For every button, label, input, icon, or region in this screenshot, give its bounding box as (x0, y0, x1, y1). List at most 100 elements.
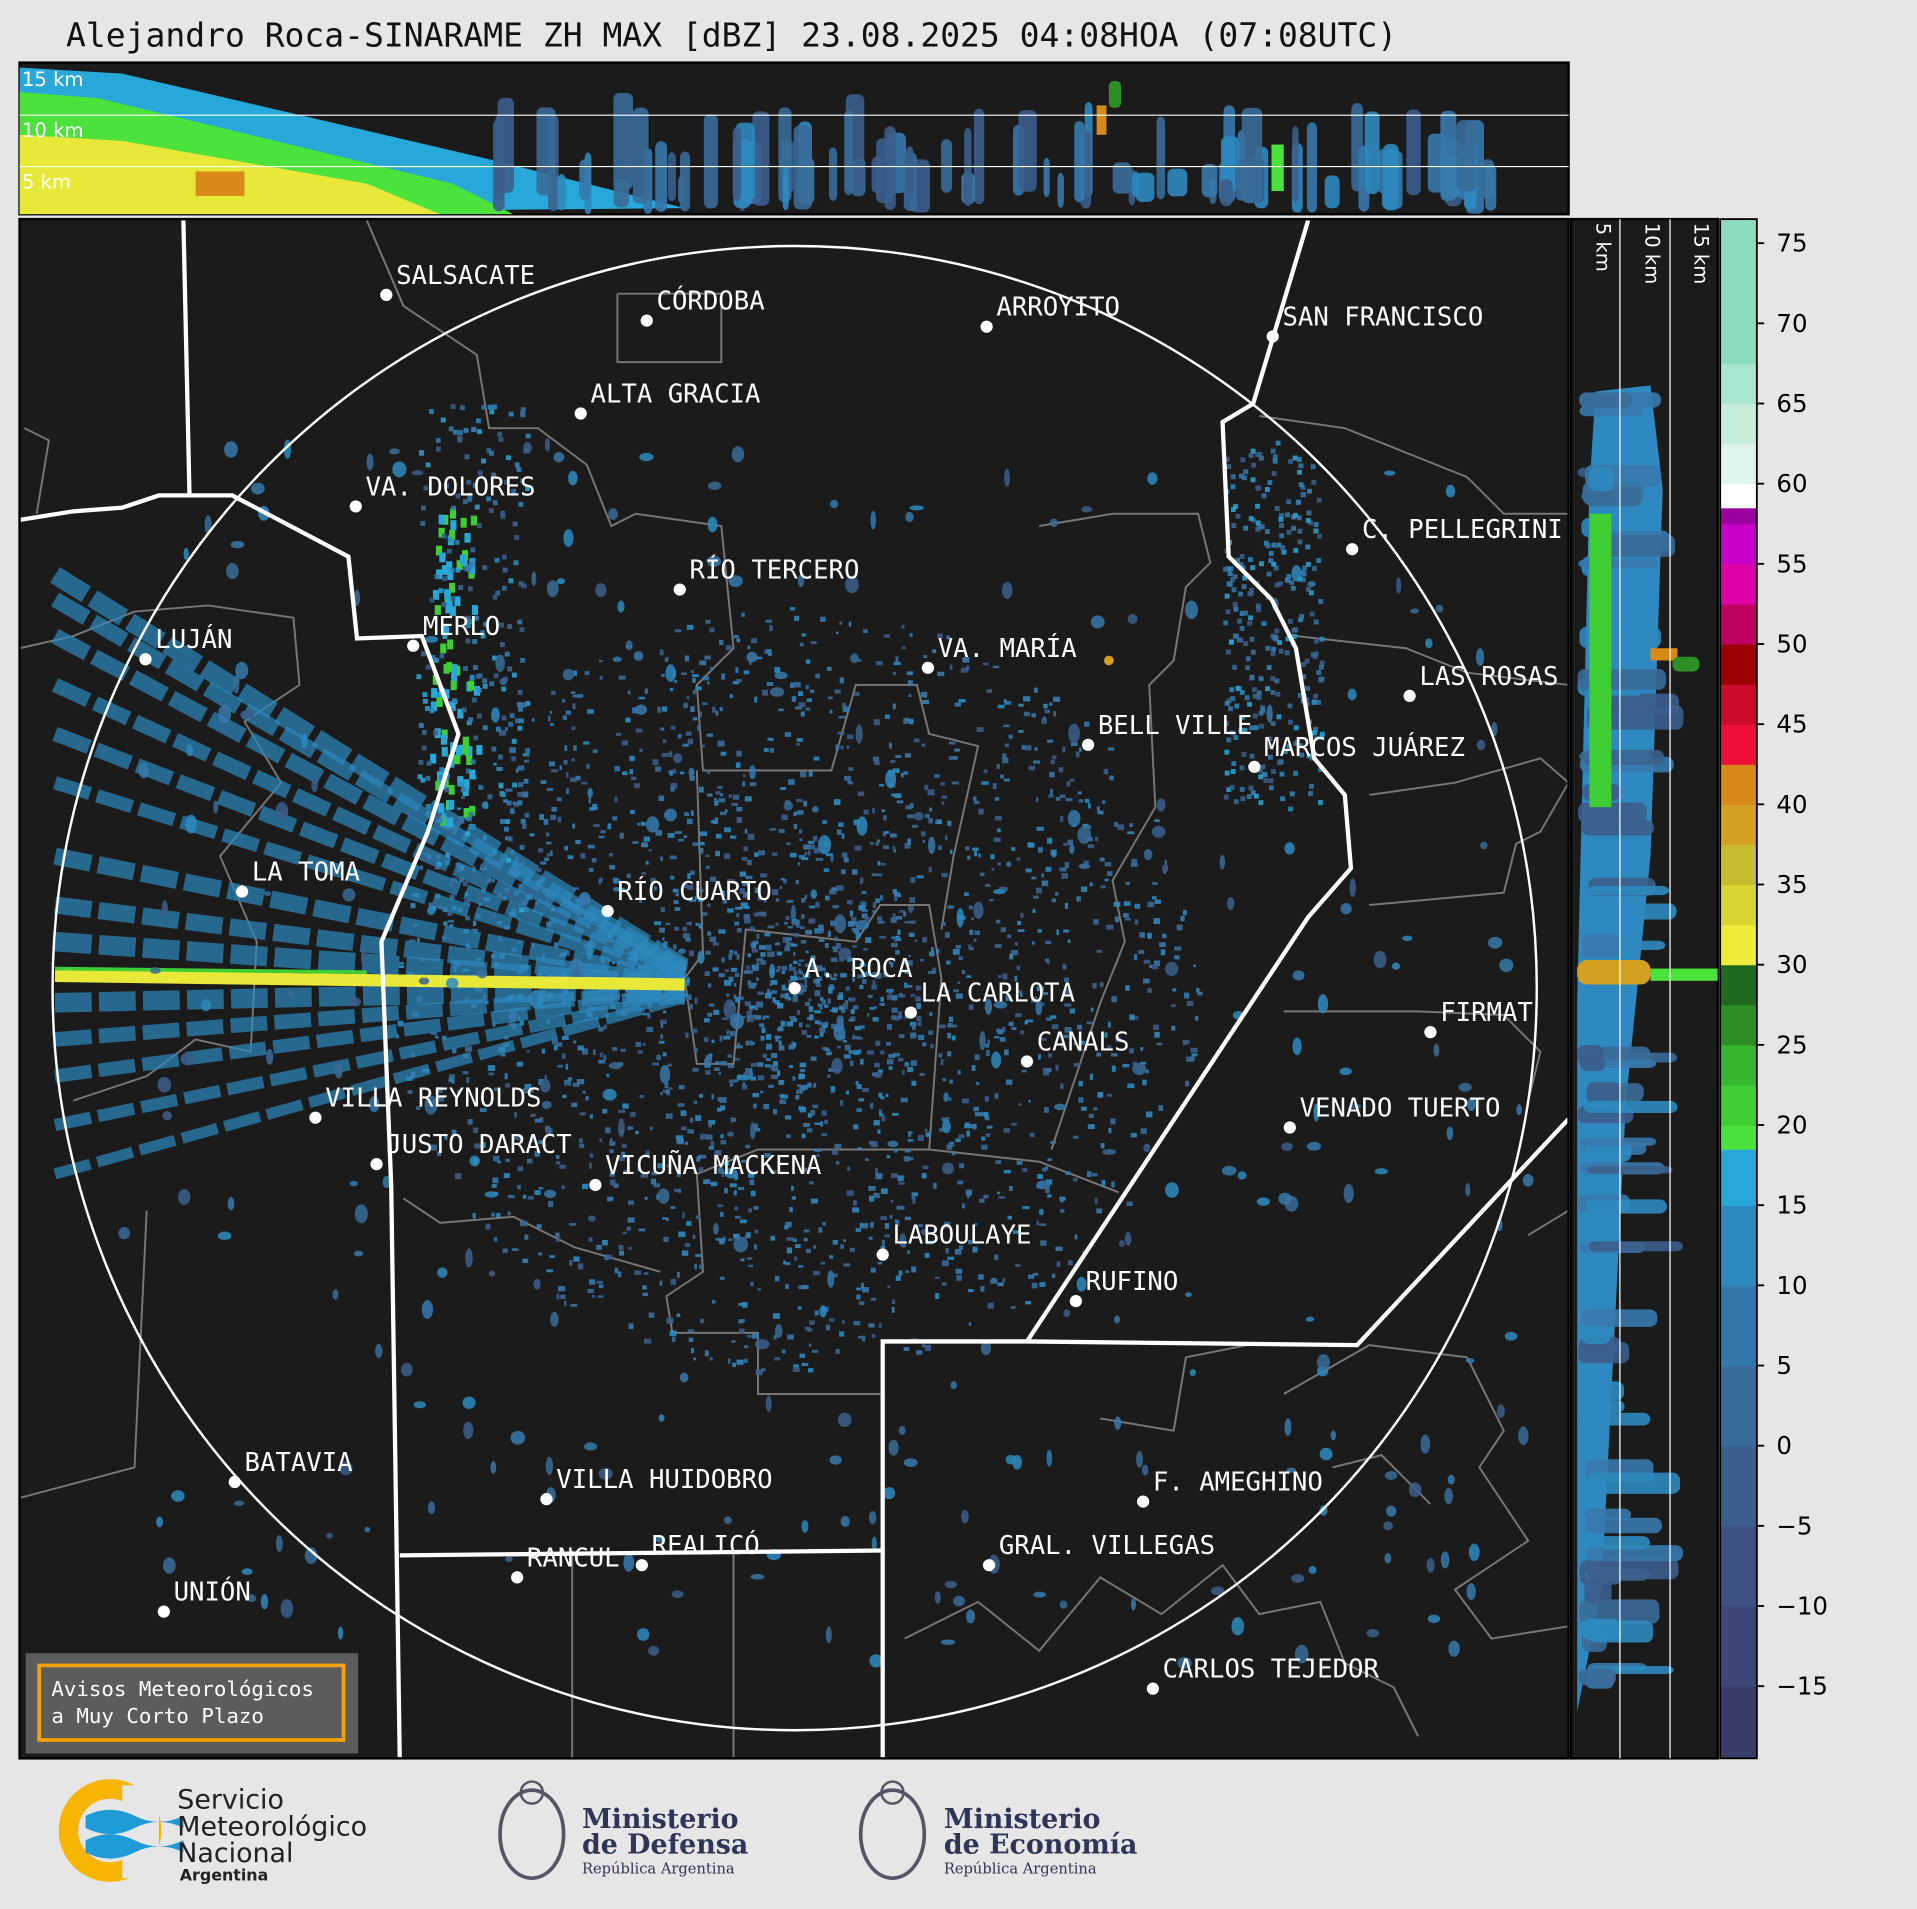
city-marker[interactable]: F. AMEGHINO (1136, 1468, 1323, 1508)
city-marker[interactable]: UNIÓN (157, 1576, 251, 1618)
city-marker[interactable]: LAS ROSAS (1403, 662, 1559, 703)
city-marker[interactable]: MARCOS JUÁREZ (1248, 731, 1465, 773)
colorbar-segment (1720, 684, 1757, 725)
city-label: MARCOS JUÁREZ (1264, 731, 1465, 763)
coat-of-arms-icon (858, 1788, 927, 1880)
city-marker[interactable]: JUSTO DARACT (370, 1130, 572, 1171)
department-boundaries (19, 219, 1569, 1759)
colorbar-tick-label: −10 (1776, 1592, 1828, 1621)
city-marker[interactable]: FIRMAT (1424, 998, 1533, 1039)
city-marker[interactable]: A. ROCA (788, 954, 913, 995)
height-label-5: 5 km (22, 171, 71, 194)
radar-map[interactable]: SALSACATE CÓRDOBA ARROYITO SAN FRANCISCO ALT… (18, 217, 1570, 1761)
colorbar-segment (1720, 1445, 1757, 1527)
ministerio-defensa-logo: Ministerio de Defensa República Argentin… (498, 1780, 748, 1880)
colorbar-segment (1720, 844, 1757, 886)
colorbar-tick-label: 30 (1776, 950, 1807, 979)
colorbar-segment (1720, 563, 1757, 605)
colorbar-tick-label: 60 (1776, 469, 1807, 498)
city-marker[interactable]: VILLA HUIDOBRO (540, 1465, 773, 1506)
city-marker[interactable]: LA TOMA (235, 858, 360, 898)
colorbar-tick-label: 55 (1776, 549, 1807, 578)
city-marker[interactable]: CANALS (1020, 1027, 1130, 1068)
city-marker[interactable]: RÍO CUARTO (601, 875, 772, 918)
city-marker[interactable]: VA. MARÍA (921, 632, 1077, 674)
city-dot-icon (1136, 1495, 1150, 1508)
city-marker[interactable]: REALICÓ (635, 1529, 760, 1572)
city-label: SAN FRANCISCO (1282, 302, 1483, 332)
colorbar-segment (1720, 884, 1757, 926)
colorbar-tick-label: 5 (1776, 1351, 1792, 1380)
city-marker[interactable]: SAN FRANCISCO (1266, 302, 1484, 343)
colorbar-segment (1720, 219, 1757, 365)
city-label: LUJÁN (155, 623, 232, 655)
city-marker[interactable]: BELL VILLE (1081, 711, 1252, 751)
city-marker[interactable]: ALTA GRACIA (574, 380, 761, 420)
city-marker[interactable]: CÓRDOBA (640, 285, 765, 327)
city-marker[interactable]: RANCUL (511, 1543, 620, 1584)
colorbar-segment (1720, 507, 1757, 525)
colorbar-segment (1720, 1285, 1757, 1367)
city-marker[interactable]: VENADO TUERTO (1283, 1093, 1501, 1134)
city-marker[interactable]: ARROYITO (980, 293, 1120, 333)
city-marker[interactable]: MERLO (407, 612, 500, 652)
city-marker[interactable]: BATAVIA (228, 1448, 353, 1489)
city-dot-icon (407, 639, 420, 652)
colorbar-segment (1720, 1044, 1757, 1086)
city-label: LABOULAYE (892, 1221, 1031, 1251)
city-label: C. PELLEGRINI (1362, 515, 1563, 545)
city-label: F. AMEGHINO (1153, 1468, 1323, 1498)
city-marker[interactable]: GRAL. VILLEGAS (982, 1531, 1215, 1572)
city-marker[interactable]: VA. DOLORES (349, 472, 536, 513)
colorbar-tick-label: −5 (1776, 1511, 1812, 1540)
city-label: RANCUL (527, 1543, 620, 1573)
warning-line-1: Avisos Meteorológicos (51, 1677, 314, 1701)
colorbar-tick-label: 20 (1776, 1111, 1807, 1140)
city-label: A. ROCA (804, 954, 912, 984)
city-marker[interactable]: LA CARLOTA (904, 979, 1075, 1019)
city-dot-icon (1146, 1682, 1160, 1695)
city-dot-icon (235, 885, 249, 898)
city-label: VA. DOLORES (366, 472, 536, 502)
city-label: RÍO TERCERO (690, 554, 860, 586)
city-dot-icon (1346, 543, 1359, 556)
city-marker[interactable]: CARLOS TEJEDOR (1146, 1655, 1380, 1695)
city-dot-icon (1266, 330, 1279, 343)
colorbar-tick-label: 25 (1776, 1030, 1807, 1059)
colorbar-tick-label: 65 (1776, 389, 1807, 418)
city-label: RÍO CUARTO (617, 875, 771, 907)
smn-logo: Servicio Meteorológico Nacional Argentin… (58, 1779, 367, 1885)
city-dot-icon (876, 1248, 889, 1261)
svg-text:Meteorológico: Meteorológico (177, 1811, 367, 1842)
colorbar-tick-label: 0 (1776, 1431, 1792, 1460)
city-label: FIRMAT (1440, 998, 1533, 1028)
colorbar-segment (1720, 1525, 1757, 1607)
city-label: LA CARLOTA (921, 979, 1075, 1009)
city-marker[interactable]: RÍO TERCERO (673, 554, 860, 596)
colorbar-segment (1720, 443, 1757, 485)
colorbar-segment (1720, 603, 1757, 645)
warning-box[interactable]: Avisos Meteorológicos a Muy Corto Plazo (25, 1653, 359, 1754)
city-label: VILLA REYNOLDS (325, 1084, 541, 1114)
city-marker[interactable]: RUFINO (1069, 1267, 1179, 1308)
city-marker[interactable]: LUJÁN (139, 623, 233, 666)
city-marker[interactable]: C. PELLEGRINI (1346, 515, 1563, 556)
side-height-15: 15 km (1689, 223, 1712, 284)
city-label: CÓRDOBA (657, 285, 765, 317)
city-dot-icon (1248, 760, 1261, 773)
city-dot-icon (1403, 689, 1416, 703)
city-label: SALSACATE (396, 261, 535, 291)
city-label: UNIÓN (174, 1576, 251, 1608)
city-dot-icon (370, 1158, 383, 1171)
city-dot-icon (540, 1493, 553, 1506)
city-dot-icon (788, 982, 801, 995)
side-height-10: 10 km (1641, 223, 1664, 284)
city-marker[interactable]: VICUÑA MACKENA (589, 1149, 821, 1192)
colorbar-tick-label: 75 (1776, 229, 1807, 258)
colorbar-tick-label: 45 (1776, 710, 1807, 739)
city-marker[interactable]: LABOULAYE (876, 1221, 1032, 1261)
city-marker[interactable]: VILLA REYNOLDS (309, 1084, 541, 1124)
city-marker[interactable]: SALSACATE (380, 261, 535, 302)
city-dot-icon (635, 1559, 648, 1572)
